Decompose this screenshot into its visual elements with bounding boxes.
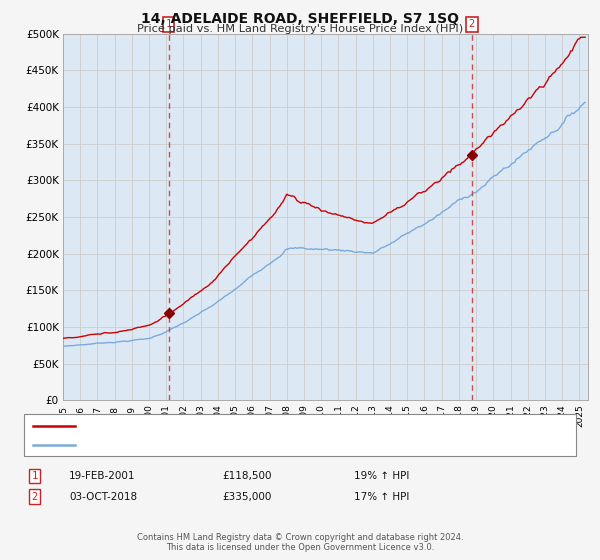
Text: 2: 2 bbox=[32, 492, 38, 502]
Text: £118,500: £118,500 bbox=[222, 471, 271, 481]
Text: 19% ↑ HPI: 19% ↑ HPI bbox=[354, 471, 409, 481]
Text: 19-FEB-2001: 19-FEB-2001 bbox=[69, 471, 136, 481]
Text: 17% ↑ HPI: 17% ↑ HPI bbox=[354, 492, 409, 502]
Text: This data is licensed under the Open Government Licence v3.0.: This data is licensed under the Open Gov… bbox=[166, 543, 434, 552]
Text: Contains HM Land Registry data © Crown copyright and database right 2024.: Contains HM Land Registry data © Crown c… bbox=[137, 533, 463, 542]
Text: 1: 1 bbox=[32, 471, 38, 481]
Text: 2: 2 bbox=[469, 20, 475, 30]
Text: 1: 1 bbox=[166, 20, 172, 30]
Text: £335,000: £335,000 bbox=[222, 492, 271, 502]
Text: 14, ADELAIDE ROAD, SHEFFIELD, S7 1SQ: 14, ADELAIDE ROAD, SHEFFIELD, S7 1SQ bbox=[141, 12, 459, 26]
Text: HPI: Average price, detached house, Sheffield: HPI: Average price, detached house, Shef… bbox=[84, 440, 313, 450]
Text: Price paid vs. HM Land Registry's House Price Index (HPI): Price paid vs. HM Land Registry's House … bbox=[137, 24, 463, 34]
Text: 14, ADELAIDE ROAD, SHEFFIELD, S7 1SQ (detached house): 14, ADELAIDE ROAD, SHEFFIELD, S7 1SQ (de… bbox=[84, 421, 379, 431]
Text: 03-OCT-2018: 03-OCT-2018 bbox=[69, 492, 137, 502]
